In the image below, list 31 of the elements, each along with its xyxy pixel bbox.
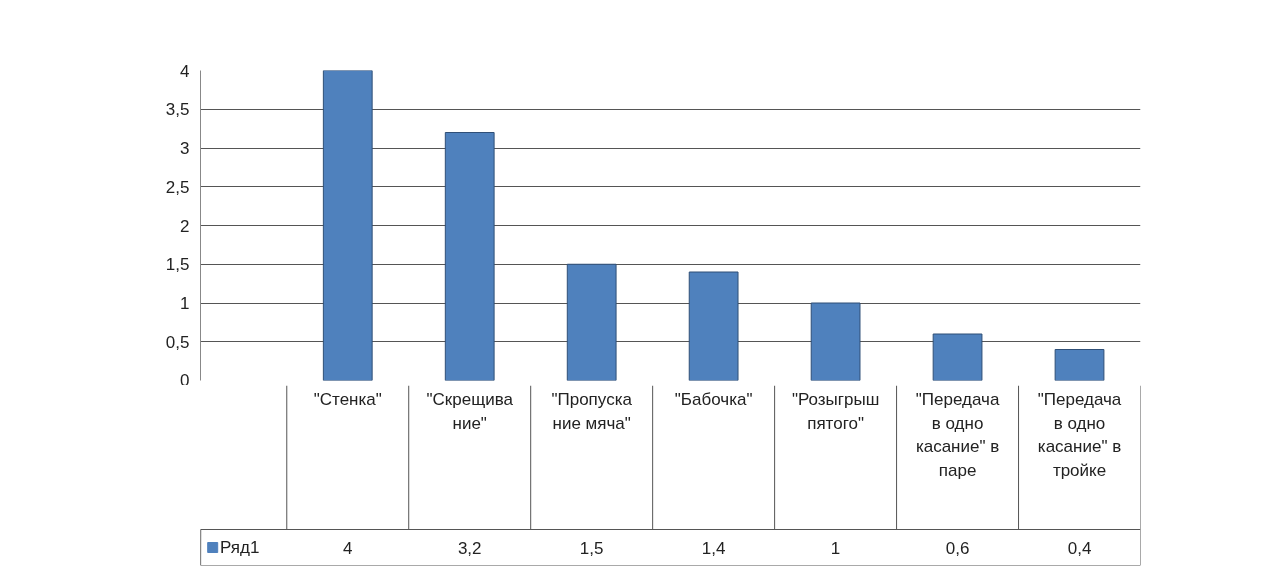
bar [1054,349,1105,381]
y-tick-label: 3,5 [165,100,190,120]
y-tick-label: 3 [180,139,190,158]
x-tick-label: "Скрещивание" [426,390,514,433]
data-label: 0,6 [945,538,970,558]
data-label: 3,2 [457,538,482,558]
y-tick-label: 2,5 [165,177,190,197]
y-tick-label: 0,5 [165,332,190,352]
x-tick-label: "Передача в одно касание" в тройке [1037,390,1122,480]
bar [322,70,373,381]
data-label: 1,5 [579,538,604,558]
x-tick-label: "Пропускание мяча" [551,390,633,433]
bar [688,271,739,381]
y-tick-label: 1,5 [165,255,190,275]
y-tick-label: 1 [180,294,190,313]
data-label: 4 [343,538,353,558]
bar [566,263,617,381]
legend-label: Ряд1 [220,538,260,557]
x-tick-label: "Стенка" [313,390,382,410]
data-label: 1,4 [701,538,726,558]
x-tick-label: "Бабочка" [674,390,753,410]
bar [932,333,983,381]
y-tick-label: 4 [180,61,190,81]
y-tick-label: 0 [180,370,190,390]
data-label: 0,4 [1067,538,1092,558]
x-tick-label: "Передача в одно касание" в паре [915,390,1000,480]
x-tick-label: "Розыгрыш пятого" [791,390,880,433]
y-tick-label: 2 [180,216,190,236]
bar [810,302,861,381]
data-label: 1 [830,538,841,558]
bar [444,132,495,381]
